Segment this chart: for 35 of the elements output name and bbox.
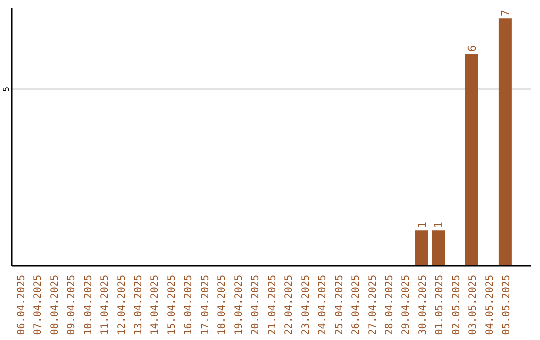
x-tick-label: 29.04.2025 — [401, 275, 412, 336]
x-tick-label: 04.05.2025 — [484, 275, 496, 336]
x-tick-label: 03.05.2025 — [468, 275, 480, 336]
x-tick-label: 24.04.2025 — [318, 275, 329, 336]
data-label: 1 — [416, 222, 429, 229]
x-tick-label: 14.04.2025 — [150, 275, 162, 336]
x-tick-label: 10.04.2025 — [83, 275, 94, 336]
x-tick-label: 23.04.2025 — [300, 275, 312, 336]
x-tick-label: 01.05.2025 — [434, 275, 446, 336]
data-label: 6 — [466, 45, 479, 52]
x-tick-label: 28.04.2025 — [384, 275, 396, 336]
x-tick-label: 02.05.2025 — [451, 275, 462, 336]
x-tick-label: 21.04.2025 — [267, 275, 278, 336]
x-tick-label: 25.04.2025 — [334, 275, 346, 336]
x-tick-label: 30.04.2025 — [418, 275, 429, 336]
x-tick-label: 17.04.2025 — [200, 275, 212, 336]
x-tick-label: 18.04.2025 — [217, 275, 228, 336]
x-tick-label: 07.04.2025 — [33, 275, 44, 336]
y-tick-label: 5 — [2, 86, 11, 92]
x-tick-label: 12.04.2025 — [116, 275, 128, 336]
x-tick-label: 22.04.2025 — [284, 275, 296, 336]
x-tick-label: 27.04.2025 — [368, 275, 379, 336]
x-tick-label: 16.04.2025 — [184, 275, 195, 336]
x-tick-label: 26.04.2025 — [351, 275, 362, 336]
x-tick-label: 06.04.2025 — [16, 275, 28, 336]
x-tick-label: 11.04.2025 — [100, 275, 112, 336]
x-tick-label: 09.04.2025 — [66, 275, 78, 336]
x-tick-label: 15.04.2025 — [166, 275, 178, 336]
data-label: 7 — [499, 10, 512, 17]
x-tick-label: 20.04.2025 — [250, 275, 262, 336]
x-tick-label: 08.04.2025 — [50, 275, 61, 336]
x-tick-label: 13.04.2025 — [134, 275, 144, 336]
data-label: 1 — [432, 222, 446, 229]
x-tick-label: 05.05.2025 — [502, 275, 513, 336]
x-tick-label: 19.04.2025 — [234, 275, 245, 336]
